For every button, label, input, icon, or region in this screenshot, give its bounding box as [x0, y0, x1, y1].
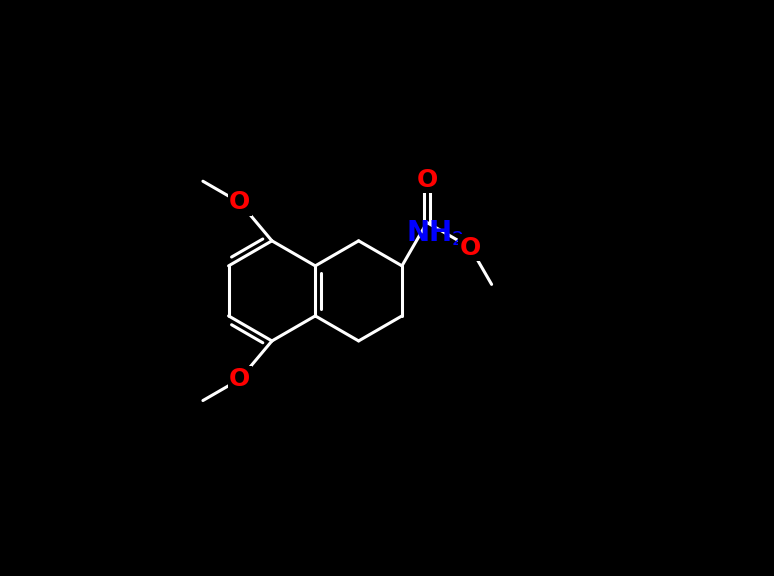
Text: O: O — [229, 191, 250, 214]
Text: NH$_2$: NH$_2$ — [406, 219, 464, 248]
Text: O: O — [460, 236, 481, 260]
Text: O: O — [229, 367, 250, 391]
Text: O: O — [416, 168, 437, 192]
